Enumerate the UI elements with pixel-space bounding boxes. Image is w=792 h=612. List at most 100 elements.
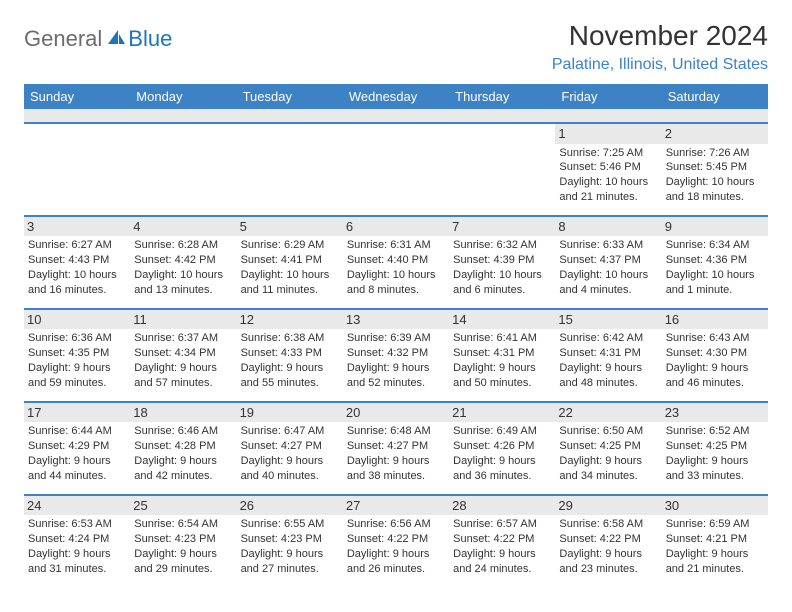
day-number: 5 <box>237 217 343 237</box>
day-number: 13 <box>343 310 449 330</box>
sunset-text: Sunset: 4:35 PM <box>28 346 126 361</box>
day-number: 3 <box>24 217 130 237</box>
logo: General Blue <box>24 26 172 52</box>
sunset-text: Sunset: 5:46 PM <box>559 160 657 175</box>
day-cell: 13Sunrise: 6:39 AMSunset: 4:32 PMDayligh… <box>343 309 449 402</box>
sunrise-text: Sunrise: 6:29 AM <box>241 238 339 253</box>
day-cell: 27Sunrise: 6:56 AMSunset: 4:22 PMDayligh… <box>343 495 449 587</box>
week-row: 1Sunrise: 7:25 AMSunset: 5:46 PMDaylight… <box>24 123 768 216</box>
sunset-text: Sunset: 4:23 PM <box>134 532 232 547</box>
sunrise-text: Sunrise: 6:37 AM <box>134 331 232 346</box>
day-cell <box>24 123 130 216</box>
day-cell: 26Sunrise: 6:55 AMSunset: 4:23 PMDayligh… <box>237 495 343 587</box>
day-number: 25 <box>130 496 236 516</box>
sunrise-text: Sunrise: 6:43 AM <box>666 331 764 346</box>
daylight-text: and 50 minutes. <box>453 376 551 391</box>
weekday-header: Tuesday <box>237 84 343 109</box>
daylight-text: Daylight: 9 hours <box>559 361 657 376</box>
day-cell: 22Sunrise: 6:50 AMSunset: 4:25 PMDayligh… <box>555 402 661 495</box>
sunset-text: Sunset: 4:41 PM <box>241 253 339 268</box>
daylight-text: and 24 minutes. <box>453 562 551 577</box>
daylight-text: and 21 minutes. <box>559 190 657 205</box>
daylight-text: and 40 minutes. <box>241 469 339 484</box>
sunrise-text: Sunrise: 6:54 AM <box>134 517 232 532</box>
day-cell: 21Sunrise: 6:49 AMSunset: 4:26 PMDayligh… <box>449 402 555 495</box>
weekday-header: Saturday <box>662 84 768 109</box>
day-cell: 12Sunrise: 6:38 AMSunset: 4:33 PMDayligh… <box>237 309 343 402</box>
day-number: 9 <box>662 217 768 237</box>
location: Palatine, Illinois, United States <box>552 56 768 74</box>
daylight-text: and 44 minutes. <box>28 469 126 484</box>
sunrise-text: Sunrise: 6:47 AM <box>241 424 339 439</box>
daylight-text: and 33 minutes. <box>666 469 764 484</box>
sunrise-text: Sunrise: 7:25 AM <box>559 146 657 161</box>
sunset-text: Sunset: 4:34 PM <box>134 346 232 361</box>
day-number: 7 <box>449 217 555 237</box>
day-cell: 14Sunrise: 6:41 AMSunset: 4:31 PMDayligh… <box>449 309 555 402</box>
sunrise-text: Sunrise: 6:34 AM <box>666 238 764 253</box>
weekday-header-row: Sunday Monday Tuesday Wednesday Thursday… <box>24 84 768 109</box>
day-number: 1 <box>555 124 661 144</box>
daylight-text: Daylight: 9 hours <box>134 361 232 376</box>
day-cell: 3Sunrise: 6:27 AMSunset: 4:43 PMDaylight… <box>24 216 130 309</box>
sunrise-text: Sunrise: 6:50 AM <box>559 424 657 439</box>
daylight-text: Daylight: 9 hours <box>241 361 339 376</box>
daylight-text: Daylight: 10 hours <box>347 268 445 283</box>
day-cell: 7Sunrise: 6:32 AMSunset: 4:39 PMDaylight… <box>449 216 555 309</box>
sunset-text: Sunset: 4:31 PM <box>453 346 551 361</box>
day-number: 2 <box>662 124 768 144</box>
day-cell: 8Sunrise: 6:33 AMSunset: 4:37 PMDaylight… <box>555 216 661 309</box>
daylight-text: Daylight: 9 hours <box>347 547 445 562</box>
day-cell <box>343 123 449 216</box>
day-cell: 2Sunrise: 7:26 AMSunset: 5:45 PMDaylight… <box>662 123 768 216</box>
logo-sail-icon <box>106 28 126 46</box>
day-number: 4 <box>130 217 236 237</box>
weekday-header: Sunday <box>24 84 130 109</box>
daylight-text: Daylight: 9 hours <box>347 361 445 376</box>
daylight-text: and 11 minutes. <box>241 283 339 298</box>
sunset-text: Sunset: 4:39 PM <box>453 253 551 268</box>
daylight-text: and 6 minutes. <box>453 283 551 298</box>
sunrise-text: Sunrise: 6:39 AM <box>347 331 445 346</box>
day-number: 17 <box>24 403 130 423</box>
daylight-text: Daylight: 10 hours <box>666 268 764 283</box>
daylight-text: and 13 minutes. <box>134 283 232 298</box>
day-number: 6 <box>343 217 449 237</box>
sunrise-text: Sunrise: 6:32 AM <box>453 238 551 253</box>
daylight-text: Daylight: 9 hours <box>28 361 126 376</box>
daylight-text: Daylight: 10 hours <box>134 268 232 283</box>
day-cell: 10Sunrise: 6:36 AMSunset: 4:35 PMDayligh… <box>24 309 130 402</box>
week-row: 24Sunrise: 6:53 AMSunset: 4:24 PMDayligh… <box>24 495 768 587</box>
day-number: 19 <box>237 403 343 423</box>
weekday-header: Friday <box>555 84 661 109</box>
sunset-text: Sunset: 4:43 PM <box>28 253 126 268</box>
daylight-text: Daylight: 9 hours <box>666 454 764 469</box>
daylight-text: Daylight: 10 hours <box>453 268 551 283</box>
sunset-text: Sunset: 4:28 PM <box>134 439 232 454</box>
day-cell: 24Sunrise: 6:53 AMSunset: 4:24 PMDayligh… <box>24 495 130 587</box>
weekday-header: Wednesday <box>343 84 449 109</box>
daylight-text: and 48 minutes. <box>559 376 657 391</box>
day-number: 11 <box>130 310 236 330</box>
day-cell: 23Sunrise: 6:52 AMSunset: 4:25 PMDayligh… <box>662 402 768 495</box>
daylight-text: and 57 minutes. <box>134 376 232 391</box>
day-cell: 19Sunrise: 6:47 AMSunset: 4:27 PMDayligh… <box>237 402 343 495</box>
day-cell: 30Sunrise: 6:59 AMSunset: 4:21 PMDayligh… <box>662 495 768 587</box>
daylight-text: Daylight: 10 hours <box>559 268 657 283</box>
sunset-text: Sunset: 4:27 PM <box>241 439 339 454</box>
sunrise-text: Sunrise: 6:38 AM <box>241 331 339 346</box>
daylight-text: Daylight: 9 hours <box>28 547 126 562</box>
sunset-text: Sunset: 5:45 PM <box>666 160 764 175</box>
daylight-text: and 21 minutes. <box>666 562 764 577</box>
sunset-text: Sunset: 4:25 PM <box>559 439 657 454</box>
sunrise-text: Sunrise: 6:31 AM <box>347 238 445 253</box>
sunrise-text: Sunrise: 6:46 AM <box>134 424 232 439</box>
day-cell: 29Sunrise: 6:58 AMSunset: 4:22 PMDayligh… <box>555 495 661 587</box>
daylight-text: and 55 minutes. <box>241 376 339 391</box>
day-number: 23 <box>662 403 768 423</box>
daylight-text: and 34 minutes. <box>559 469 657 484</box>
daylight-text: Daylight: 9 hours <box>134 454 232 469</box>
day-cell: 20Sunrise: 6:48 AMSunset: 4:27 PMDayligh… <box>343 402 449 495</box>
month-title: November 2024 <box>552 20 768 52</box>
sunset-text: Sunset: 4:30 PM <box>666 346 764 361</box>
